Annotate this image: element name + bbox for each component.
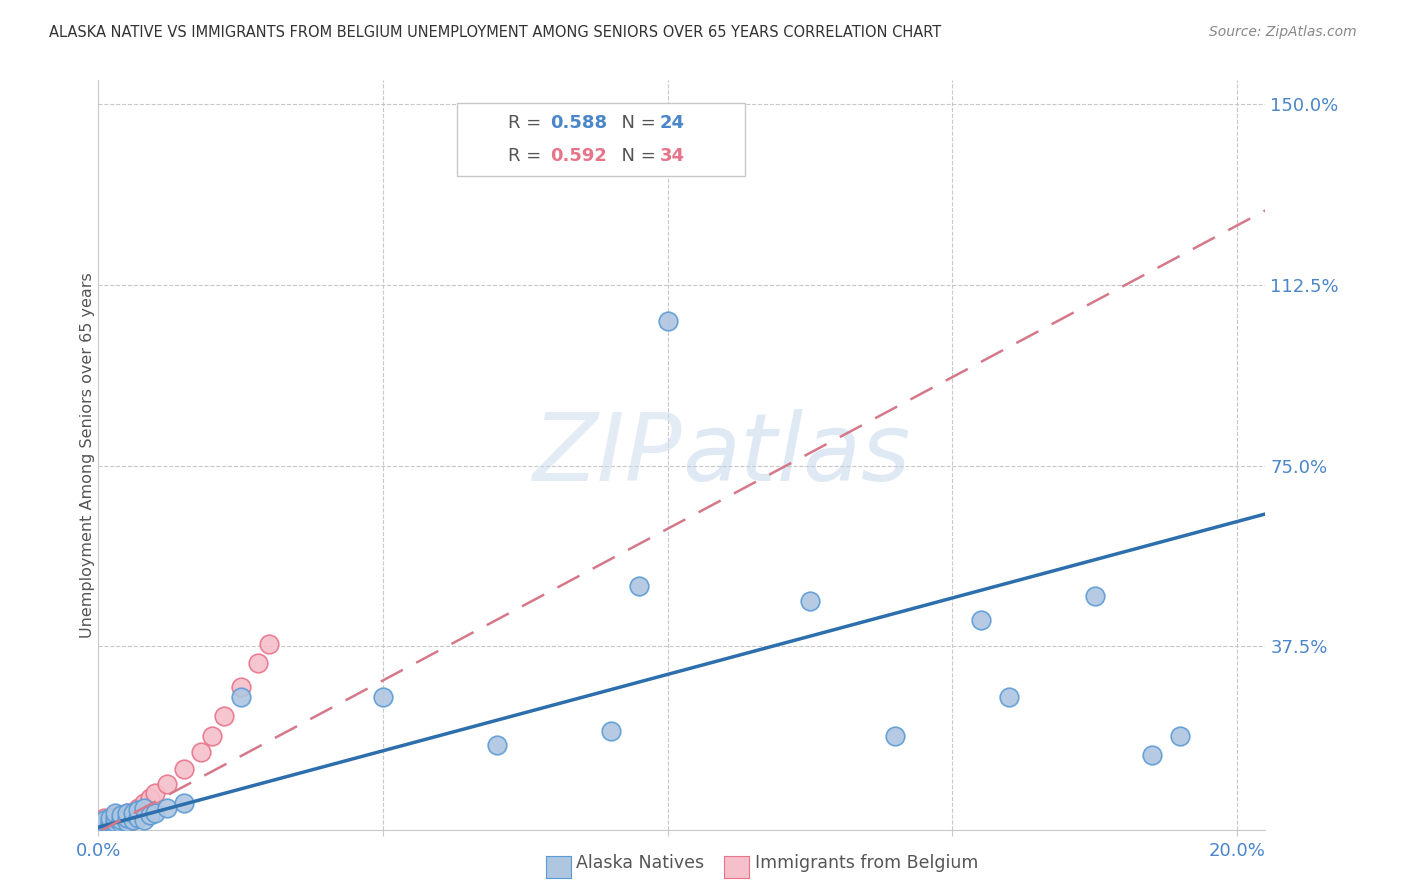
Point	[115, 810, 138, 824]
Point	[115, 810, 138, 824]
Point	[229, 690, 252, 704]
Text: 0.588: 0.588	[550, 114, 607, 132]
Point	[98, 810, 121, 824]
Point	[371, 690, 394, 704]
Point	[98, 818, 121, 832]
Point	[93, 813, 115, 827]
Point	[173, 796, 195, 810]
Point	[485, 738, 508, 752]
Point	[1140, 747, 1163, 762]
Point	[121, 813, 143, 827]
Point	[104, 813, 127, 827]
Point	[628, 579, 651, 593]
Point	[190, 746, 212, 760]
Point	[104, 815, 127, 830]
Point	[1084, 589, 1107, 603]
Point	[93, 818, 115, 832]
Point	[93, 810, 115, 824]
Text: R =: R =	[508, 114, 547, 132]
Point	[110, 816, 132, 830]
Point	[799, 593, 821, 607]
Point	[104, 810, 127, 824]
Point	[110, 808, 132, 822]
Point	[212, 709, 235, 723]
Point	[127, 803, 149, 817]
Point	[93, 815, 115, 830]
Point	[121, 805, 143, 820]
Point	[970, 613, 993, 627]
Point	[115, 815, 138, 830]
Text: N =: N =	[610, 114, 662, 132]
Point	[173, 762, 195, 776]
Point	[127, 801, 149, 815]
Point	[93, 813, 115, 827]
Point	[657, 314, 679, 328]
Point	[110, 808, 132, 822]
Point	[110, 815, 132, 830]
Point	[132, 813, 155, 827]
Point	[998, 690, 1021, 704]
Point	[143, 805, 166, 820]
Point	[246, 657, 269, 671]
Point	[104, 818, 127, 832]
Text: Immigrants from Belgium: Immigrants from Belgium	[755, 854, 979, 871]
Point	[98, 815, 121, 830]
Point	[110, 813, 132, 827]
Point	[156, 777, 179, 791]
Point	[127, 810, 149, 824]
Point	[132, 801, 155, 815]
Text: ALASKA NATIVE VS IMMIGRANTS FROM BELGIUM UNEMPLOYMENT AMONG SENIORS OVER 65 YEAR: ALASKA NATIVE VS IMMIGRANTS FROM BELGIUM…	[49, 25, 942, 40]
Point	[143, 786, 166, 800]
Point	[121, 813, 143, 827]
Text: Source: ZipAtlas.com: Source: ZipAtlas.com	[1209, 25, 1357, 39]
Point	[104, 810, 127, 824]
Point	[115, 805, 138, 820]
Point	[104, 805, 127, 820]
Y-axis label: Unemployment Among Seniors over 65 years: Unemployment Among Seniors over 65 years	[80, 272, 94, 638]
Point	[93, 815, 115, 830]
Point	[115, 805, 138, 820]
Point	[110, 813, 132, 827]
Text: N =: N =	[610, 147, 662, 165]
Point	[104, 808, 127, 822]
Point	[257, 637, 280, 651]
Point	[229, 681, 252, 695]
Point	[98, 810, 121, 824]
Point	[138, 791, 160, 805]
Point	[98, 818, 121, 832]
Point	[599, 723, 621, 738]
Point	[127, 808, 149, 822]
Point	[132, 796, 155, 810]
Text: 24: 24	[659, 114, 685, 132]
Point	[115, 815, 138, 830]
Point	[104, 815, 127, 830]
Text: Alaska Natives: Alaska Natives	[576, 854, 704, 871]
Text: 34: 34	[659, 147, 685, 165]
Point	[1168, 729, 1191, 743]
Point	[93, 818, 115, 832]
Text: 0.592: 0.592	[550, 147, 606, 165]
Point	[138, 808, 160, 822]
Text: atlas: atlas	[682, 409, 910, 500]
Point	[104, 818, 127, 832]
Point	[98, 815, 121, 830]
Point	[98, 813, 121, 827]
Text: R =: R =	[508, 147, 547, 165]
Text: ZIP: ZIP	[533, 409, 682, 500]
Point	[121, 805, 143, 820]
Point	[156, 801, 179, 815]
Point	[201, 729, 224, 743]
Point	[884, 729, 907, 743]
